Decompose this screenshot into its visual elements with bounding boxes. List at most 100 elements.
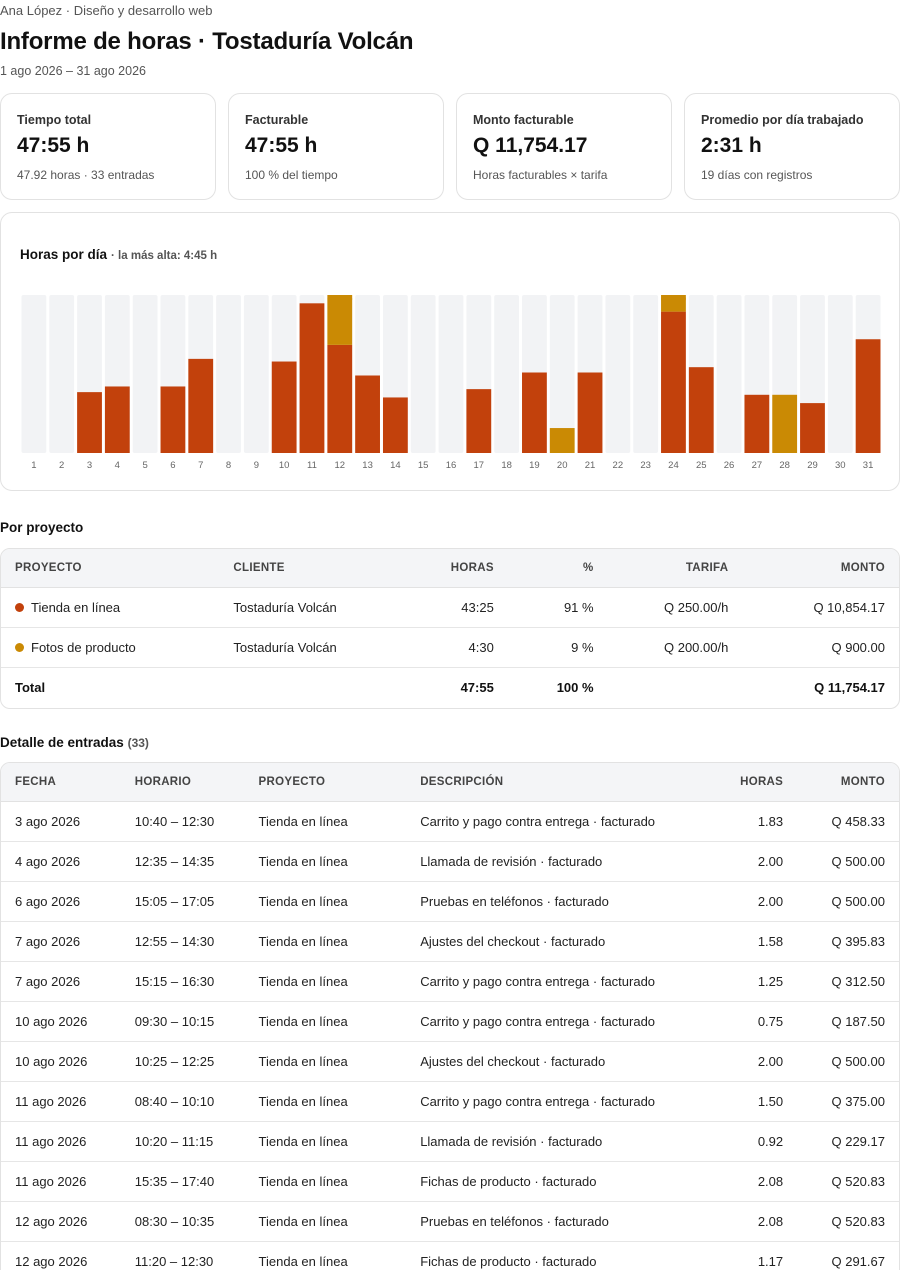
table-row: 6 ago 2026 15:05 – 17:05 Tienda en línea Pr… — [1, 881, 899, 922]
hours-cell: 43:25 — [374, 587, 508, 628]
total-amount: Q 11,754.17 — [814, 680, 885, 696]
col-header-percent: % — [507, 549, 608, 588]
x-tick-label: 29 — [807, 460, 818, 471]
client-cell: Tostaduría Volcán — [219, 587, 375, 628]
bar-track — [549, 295, 575, 453]
rate-cell: Q 250.00/h — [607, 587, 743, 628]
card-sub: 100 % del tiempo — [245, 168, 338, 182]
project-cell: Tienda en línea — [244, 1121, 407, 1162]
project-cell: Tienda en línea — [244, 1041, 407, 1082]
bar-track — [410, 295, 436, 453]
x-tick-label: 31 — [863, 460, 874, 471]
x-tick-label: 9 — [254, 460, 259, 471]
bar-track — [716, 295, 742, 453]
table-header-row: PROYECTO CLIENTE HORAS % TARIFA MONTO — [1, 549, 899, 588]
bar-tienda-en-linea — [188, 358, 214, 453]
bar-tienda-en-linea — [299, 303, 325, 453]
bar-track — [243, 295, 269, 453]
total-label: Total — [15, 680, 46, 696]
entries-section-title: Detalle de entradas (33) — [0, 735, 149, 750]
date-cell: 7 ago 2026 — [1, 961, 121, 1002]
bar-tienda-en-linea — [522, 372, 547, 453]
empty-cell — [219, 667, 374, 708]
bar-track — [827, 295, 853, 453]
project-cell: Tienda en línea — [244, 801, 407, 842]
total-hours: 47:55 — [460, 680, 494, 696]
description-cell: Fichas de producto · facturado — [406, 1161, 706, 1202]
date-cell: 10 ago 2026 — [1, 1041, 121, 1082]
x-tick-label: 6 — [170, 460, 175, 471]
bar-track — [216, 295, 241, 453]
project-name: Tienda en línea — [31, 599, 121, 615]
bar-track — [494, 295, 520, 453]
project-cell: Tienda en línea — [244, 841, 407, 882]
hours-cell: 0.75 — [705, 1001, 798, 1042]
bar-tienda-en-linea — [271, 361, 297, 453]
table-row: Tienda en línea Tostaduría Volcán 43:25 91 … — [1, 587, 899, 628]
client-cell: Tostaduría Volcán — [219, 627, 375, 668]
date-cell: 11 ago 2026 — [1, 1121, 121, 1162]
chart-title: Horas por día · la más alta: 4:45 h — [20, 247, 217, 262]
page-title: Informe de horas · Tostaduría Volcán — [0, 28, 414, 55]
amount-cell: Q 458.33 — [797, 801, 899, 842]
x-tick-label: 22 — [613, 460, 624, 471]
time-cell: 10:20 – 11:15 — [120, 1121, 245, 1162]
project-cell: Tienda en línea — [244, 1081, 407, 1122]
time-cell: 15:15 – 16:30 — [120, 961, 245, 1002]
hours-cell: 2.00 — [705, 841, 798, 882]
x-tick-label: 18 — [501, 460, 512, 471]
time-cell: 12:55 – 14:30 — [120, 921, 245, 962]
description-cell: Ajustes del checkout · facturado — [406, 921, 706, 962]
percent-cell: 91 % — [507, 587, 608, 628]
bar-tienda-en-linea — [355, 375, 380, 453]
chart-peak-note: · la más alta: 4:45 h — [111, 250, 218, 262]
x-tick-label: 16 — [446, 460, 457, 471]
x-tick-label: 14 — [390, 460, 401, 471]
bar-tienda-en-linea — [855, 339, 881, 453]
date-cell: 11 ago 2026 — [1, 1081, 121, 1122]
x-tick-label: 17 — [474, 460, 485, 471]
x-tick-label: 23 — [640, 460, 651, 471]
entries-count: (33) — [127, 736, 149, 750]
bar-tienda-en-linea — [466, 389, 492, 453]
bar-tienda-en-linea — [744, 394, 770, 453]
card-label: Facturable — [245, 113, 309, 127]
description-cell: Llamada de revisión · facturado — [406, 1121, 706, 1162]
x-tick-label: 7 — [198, 460, 203, 471]
x-tick-label: 28 — [779, 460, 790, 471]
amount-cell: Q 10,854.17 — [742, 587, 899, 628]
x-tick-label: 5 — [142, 460, 147, 471]
hours-cell: 1.17 — [757, 1253, 784, 1269]
col-header-description: DESCRIPCIÓN — [406, 763, 706, 802]
table-row: 7 ago 2026 12:55 – 14:30 Tienda en línea Aj… — [1, 921, 899, 962]
x-tick-label: 19 — [529, 460, 540, 471]
bar-track — [605, 295, 631, 453]
x-tick-label: 27 — [752, 460, 763, 471]
total-row: Total 47:55 100 % Q 11,754.17 — [1, 667, 899, 708]
card-billable-amount: Monto facturable Q 11,754.17 Horas factu… — [456, 93, 672, 200]
amount-cell: Q 500.00 — [797, 881, 899, 922]
bar-tienda-en-linea — [800, 403, 825, 453]
bar-fotos-de-producto — [549, 428, 575, 453]
entries-table: FECHA HORARIO PROYECTO DESCRIPCIÓN HORAS… — [0, 762, 900, 1270]
amount-cell: Q 520.83 — [797, 1201, 899, 1242]
table-row: Fotos de producto Tostaduría Volcán 4:30 9 … — [1, 627, 899, 668]
description-cell: Llamada de revisión · facturado — [406, 841, 706, 882]
col-header-hours: HORAS — [705, 763, 798, 802]
x-tick-label: 11 — [307, 460, 317, 471]
x-tick-label: 30 — [835, 460, 846, 471]
time-cell: 11:20 – 12:30 — [134, 1253, 214, 1269]
hours-cell: 2.00 — [705, 1041, 798, 1082]
bar-track — [49, 295, 75, 453]
card-sub: 47.92 horas · 33 entradas — [17, 168, 155, 182]
x-tick-label: 4 — [115, 460, 120, 471]
table-header-row: FECHA HORARIO PROYECTO DESCRIPCIÓN HORAS… — [1, 763, 899, 802]
amount-cell: Q 229.17 — [797, 1121, 899, 1162]
card-label: Promedio por día trabajado — [701, 113, 864, 127]
x-tick-label: 21 — [585, 460, 596, 471]
amount-cell: Q 395.83 — [797, 921, 899, 962]
card-label: Tiempo total — [17, 113, 92, 127]
time-cell: 12:35 – 14:35 — [120, 841, 245, 882]
bar-chart: 1 2 3 4 5 6 7 8 9 10 11 12 13 14 15 16 17 18 19 20 21 22 23 24 2… — [21, 295, 881, 471]
